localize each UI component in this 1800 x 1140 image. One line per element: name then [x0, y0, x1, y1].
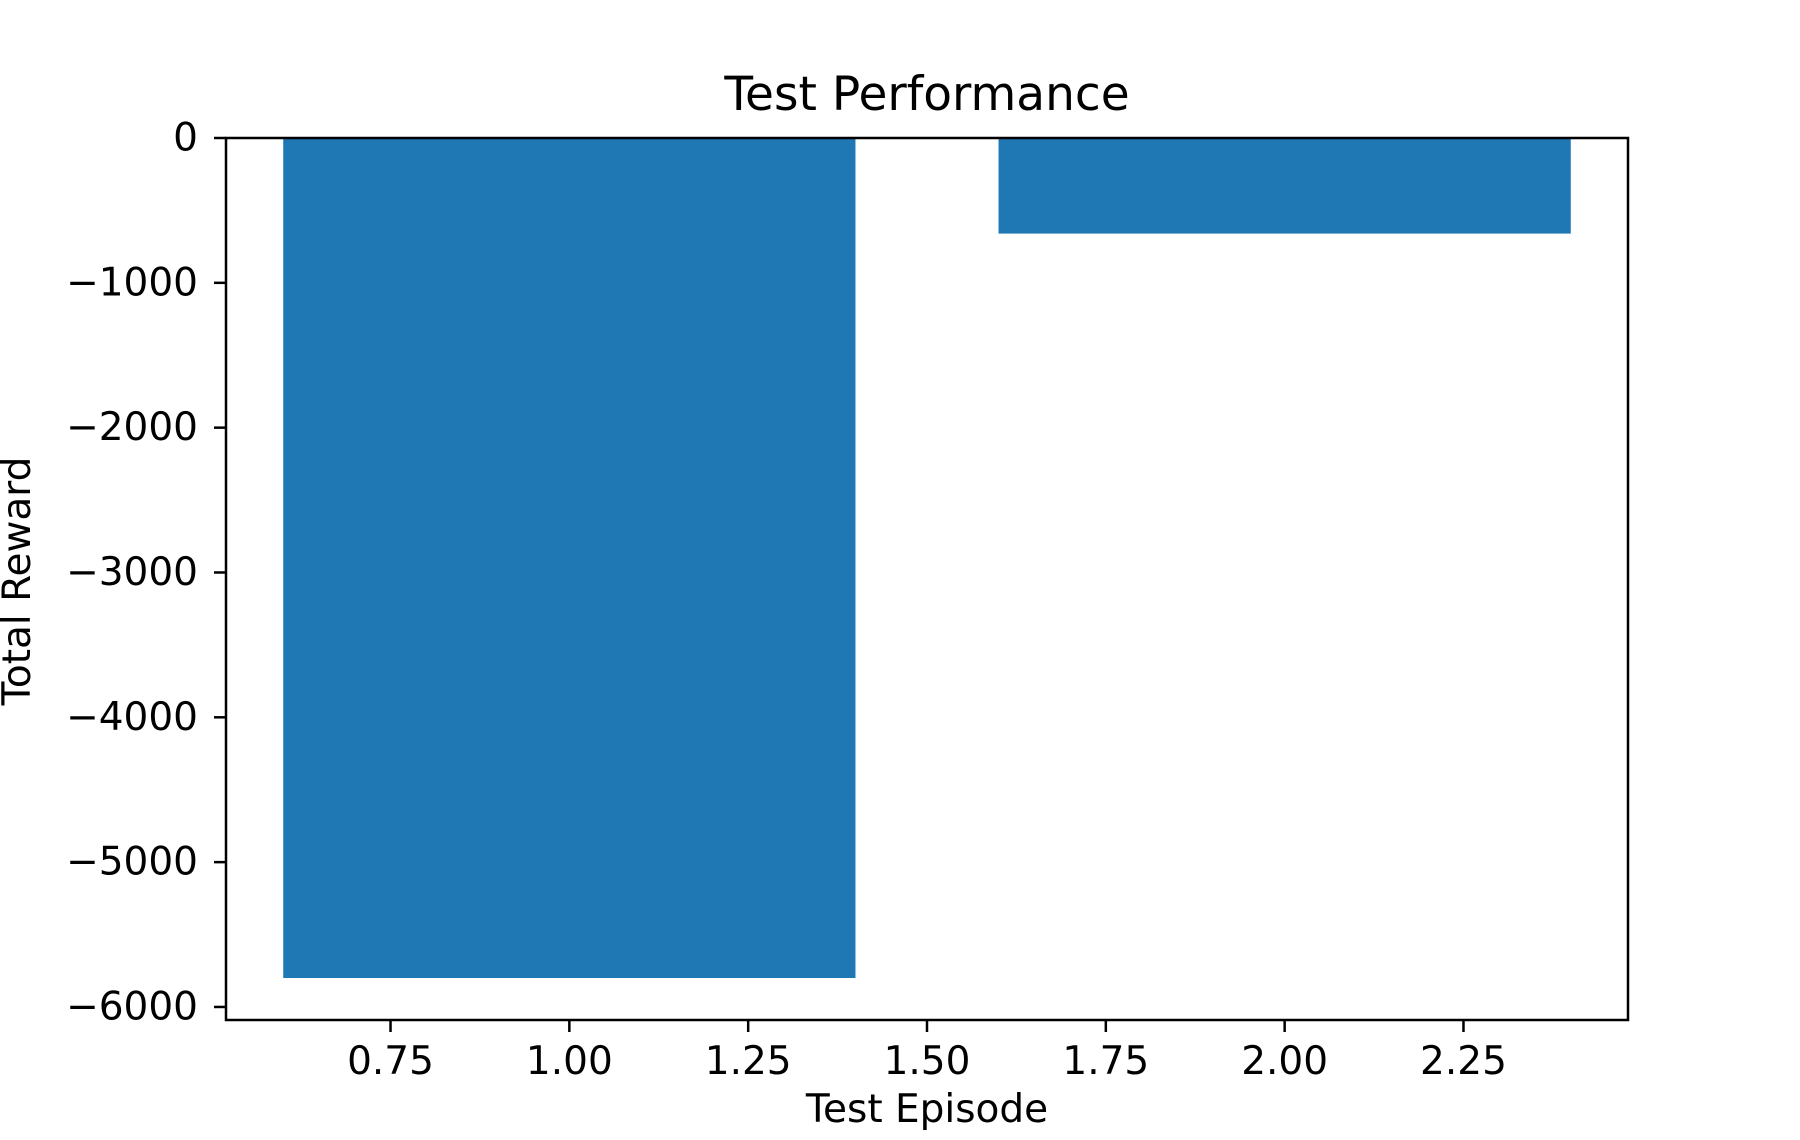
- x-tick-label: 2.00: [1241, 1039, 1328, 1084]
- y-tick-label: −6000: [66, 984, 198, 1029]
- x-tick-label: 2.25: [1420, 1039, 1507, 1084]
- y-axis-ticks: 0 −1000 −2000 −3000 −4000 −5000 −6000: [66, 116, 226, 1029]
- x-axis-title: Test Episode: [805, 1087, 1048, 1132]
- y-tick-label: 0: [173, 116, 198, 161]
- bar-episode-1: [283, 138, 856, 978]
- y-tick-label: −4000: [66, 695, 198, 740]
- chart-title: Test Performance: [723, 67, 1129, 122]
- y-tick-label: −5000: [66, 840, 198, 885]
- x-axis-ticks: 0.75 1.00 1.25 1.50 1.75 2.00 2.25: [347, 1020, 1507, 1084]
- y-tick-label: −3000: [66, 550, 198, 595]
- bar-episode-2: [998, 138, 1571, 234]
- x-tick-label: 0.75: [347, 1039, 434, 1084]
- y-axis-title: Total Reward: [0, 457, 40, 707]
- x-tick-label: 1.25: [705, 1039, 792, 1084]
- plot-frame: [224, 136, 1630, 1022]
- y-tick-label: −2000: [66, 405, 198, 450]
- bars-group: [283, 138, 1571, 978]
- y-tick-label: −1000: [66, 260, 198, 305]
- x-tick-label: 1.75: [1062, 1039, 1149, 1084]
- x-tick-label: 1.00: [526, 1039, 613, 1084]
- x-tick-label: 1.50: [884, 1039, 971, 1084]
